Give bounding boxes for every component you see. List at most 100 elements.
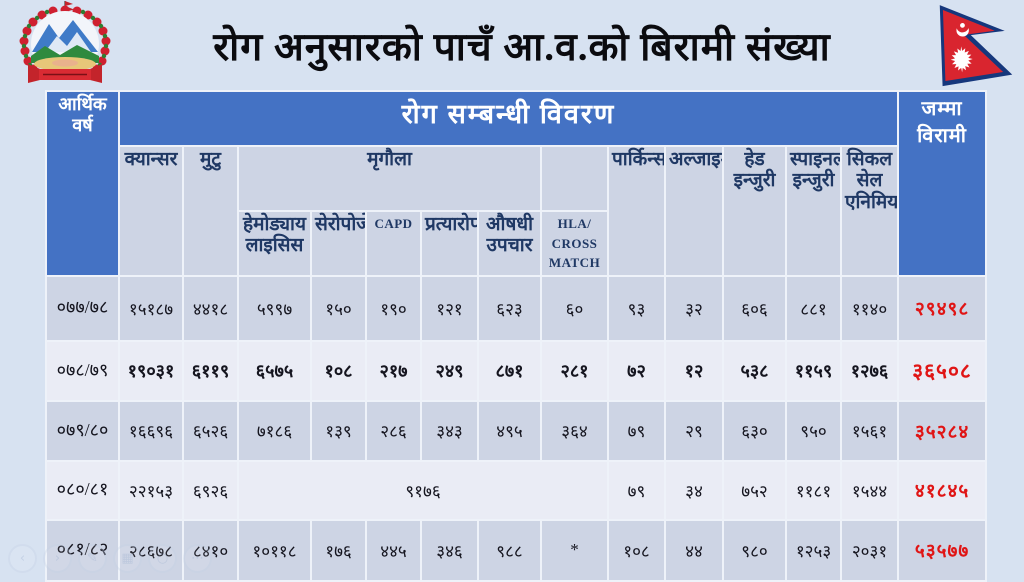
col-header-capd: CAPD [365, 210, 422, 277]
transplant-cell: ३४३ [420, 399, 479, 462]
alzheimers-cell: २९ [664, 399, 724, 462]
alzheimers-cell: ३२ [664, 274, 724, 342]
sickle-cell-cell: २०३१ [839, 518, 900, 582]
col-header-sickle-cell: सिकल सेल एनिमिया [839, 145, 900, 277]
sickle-cell-cell: १५६१ [839, 399, 900, 462]
col-header-head-injury: हेड इन्जुरी [722, 145, 787, 277]
col-header-hla-crossmatch: HLA/ CROSS MATCH [540, 210, 609, 277]
medicine-cell: ६२३ [477, 274, 542, 342]
cancer-cell: २२१५३ [118, 459, 184, 521]
pen-tool-button[interactable]: ✎ [78, 544, 107, 573]
hla-cell: ६० [540, 274, 609, 342]
cancer-cell: १९०३१ [118, 339, 184, 402]
capd-cell: २१७ [365, 339, 422, 402]
parkinsons-cell: ७२ [607, 339, 666, 402]
heart-cell: ६११९ [182, 339, 239, 402]
hemodialysis-cell: १०११८ [237, 518, 312, 582]
spinal-injury-cell: ९५० [785, 399, 842, 462]
fiscal-year-cell: ०७९/८० [45, 399, 120, 462]
head-injury-cell: ६३० [722, 399, 787, 462]
parkinsons-cell: ७९ [607, 399, 666, 462]
capd-cell: २८६ [365, 399, 422, 462]
medicine-cell: ९८८ [477, 518, 542, 582]
seropositive-cell: १०८ [310, 339, 367, 402]
parkinsons-cell: १०८ [607, 518, 666, 582]
col-header-parkinsons: पार्किन्सन्स [607, 145, 666, 277]
more-options-button[interactable]: ⋯ [183, 544, 212, 573]
table-row-079-80: ०७९/८० १६६९६ ६५२६ ७१८६ १३९ २८६ ३४३ ४९५ ३… [45, 399, 988, 462]
page-title: रोग अनुसारको पाचँ आ.व.को बिरामी संख्या [213, 25, 831, 69]
hla-cell: * [540, 518, 609, 582]
capd-cell: १९० [365, 274, 422, 342]
hla-cell: २८१ [540, 339, 609, 402]
col-header-hemodialysis: हेमोड्याय लाइसिस [237, 210, 312, 277]
seropositive-cell: १३९ [310, 399, 367, 462]
title-band: रोग अनुसारको पाचँ आ.व.को बिरामी संख्या [0, 0, 1024, 90]
total-cell: ४१८४५ [897, 459, 988, 521]
alzheimers-cell: ३४ [664, 459, 724, 521]
alzheimers-cell: १२ [664, 339, 724, 402]
col-header-seropositive: सेरोपोजेटिभ [310, 210, 367, 277]
spinal-injury-cell: ११८१ [785, 459, 842, 521]
col-header-total-patients: जम्मा विरामी [897, 90, 988, 277]
head-injury-cell: ६०६ [722, 274, 787, 342]
heart-cell: ६९२६ [182, 459, 239, 521]
patients-by-disease-table: आर्थिक वर्ष रोग सम्बन्धी विवरण जम्मा विर… [45, 90, 988, 582]
sickle-cell-cell: १५४४ [839, 459, 900, 521]
parkinsons-cell: ९३ [607, 274, 666, 342]
fiscal-year-cell: ०७७/७८ [45, 274, 120, 342]
col-header-transplant: प्रत्यारोपण [420, 210, 479, 277]
fiscal-year-cell: ०८०/८१ [45, 459, 120, 521]
medicine-cell: ८७१ [477, 339, 542, 402]
hla-cell: ३६४ [540, 399, 609, 462]
col-header-kidney-spacer [540, 145, 609, 212]
table-row-080-81: ०८०/८१ २२१५३ ६९२६ ९१७६ ७९ ३४ ७५२ ११८१ १५… [45, 459, 988, 521]
col-header-heart: मुटु [182, 145, 239, 277]
col-header-alzheimers: अल्जाइमर्स [664, 145, 724, 277]
spinal-injury-cell: ८८१ [785, 274, 842, 342]
nepal-emblem-icon [19, 1, 111, 83]
total-cell: ५३५७७ [897, 518, 988, 582]
parkinsons-cell: ७९ [607, 459, 666, 521]
transplant-cell: १२१ [420, 274, 479, 342]
spinal-injury-cell: ११५९ [785, 339, 842, 402]
capd-cell: ४४५ [365, 518, 422, 582]
col-header-cancer: क्यान्सर [118, 145, 184, 277]
seropositive-cell: १५० [310, 274, 367, 342]
cancer-cell: १६६९६ [118, 399, 184, 462]
col-header-kidney: मृगौला [237, 145, 542, 212]
table-row-078-79: ०७८/७९ १९०३१ ६११९ ६५७५ १०८ २१७ २४९ ८७१ २… [45, 339, 988, 402]
next-slide-button[interactable]: › [43, 544, 72, 573]
alzheimers-cell: ४४ [664, 518, 724, 582]
slideshow-controls: ‹ › ✎ ▦ ○ ⋯ [8, 544, 212, 573]
total-cell: ३६५०८ [897, 339, 988, 402]
total-cell: ३५२८४ [897, 399, 988, 462]
heart-cell: ६५२६ [182, 399, 239, 462]
col-header-medicine-treatment: औषधी उपचार [477, 210, 542, 277]
spinal-injury-cell: १२५३ [785, 518, 842, 582]
col-header-spinal-injury: स्पाइनल इन्जुरी [785, 145, 842, 277]
transplant-cell: २४९ [420, 339, 479, 402]
hemodialysis-cell: ६५७५ [237, 339, 312, 402]
cancer-cell: १५१८७ [118, 274, 184, 342]
fiscal-year-cell: ०७८/७९ [45, 339, 120, 402]
zoom-slide-button[interactable]: ○ [148, 544, 177, 573]
nepal-flag-icon [939, 5, 1013, 87]
sickle-cell-cell: १२७६ [839, 339, 900, 402]
heart-cell: ४४१८ [182, 274, 239, 342]
head-injury-cell: ७५२ [722, 459, 787, 521]
head-injury-cell: ९८० [722, 518, 787, 582]
head-injury-cell: ५३८ [722, 339, 787, 402]
all-slides-button[interactable]: ▦ [113, 544, 142, 573]
group-header-disease-details: रोग सम्बन्धी विवरण [117, 90, 900, 147]
col-header-fiscal-year: आर्थिक वर्ष [45, 90, 120, 277]
hemodialysis-cell: ५९९७ [237, 274, 312, 342]
table-row-077-78: ०७७/७८ १५१८७ ४४१८ ५९९७ १५० १९० १२१ ६२३ ६… [45, 274, 988, 342]
total-cell: २९४९८ [897, 274, 988, 342]
hemodialysis-cell: ७१८६ [237, 399, 312, 462]
previous-slide-button[interactable]: ‹ [8, 544, 37, 573]
sickle-cell-cell: ११४० [839, 274, 900, 342]
seropositive-cell: १७६ [310, 518, 367, 582]
kidney-merged-cell: ९१७६ [237, 459, 609, 521]
